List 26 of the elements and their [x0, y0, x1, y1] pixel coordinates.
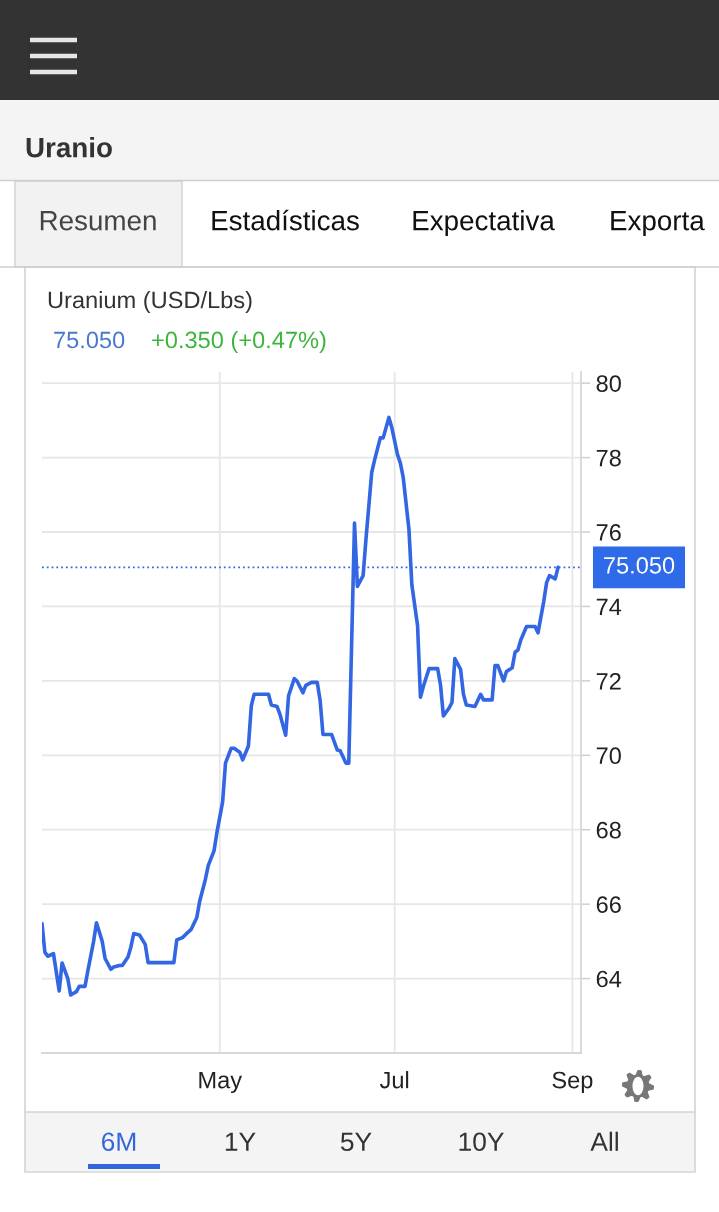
y-tick-label: 74: [596, 598, 622, 615]
text: Exporta: [611, 211, 705, 236]
x-tick-label: May: [199, 1071, 243, 1094]
text: Resumen: [40, 211, 156, 231]
text: 5Y: [340, 1132, 372, 1152]
text: Uranio: [26, 137, 112, 158]
chart-title: Uranium (USD/Lbs): [48, 290, 252, 313]
y-tick-label: 64: [596, 970, 622, 988]
y-tick-label: 72: [596, 672, 621, 690]
y-tick-label: 68: [596, 821, 621, 839]
text: 75.050: [54, 331, 125, 349]
y-tick-label: 78: [596, 449, 621, 467]
text: +0.350 (+0.47%): [152, 330, 326, 353]
text: All: [590, 1131, 618, 1151]
y-tick-label: 66: [596, 896, 621, 913]
y-tick-label: 70: [596, 747, 621, 765]
y-tick-label: 80: [596, 375, 621, 392]
x-tick-label: Jul: [379, 1071, 409, 1089]
text: Expectativa: [413, 210, 555, 236]
y-tick-label: 76: [596, 524, 621, 541]
text: 6M: [102, 1132, 136, 1152]
text: 10Y: [459, 1132, 504, 1152]
text: Estadísticas: [212, 209, 359, 231]
x-tick-label: Sep: [552, 1071, 593, 1094]
text: 1Y: [225, 1132, 256, 1151]
ref-line-label: 75.050: [604, 556, 675, 574]
